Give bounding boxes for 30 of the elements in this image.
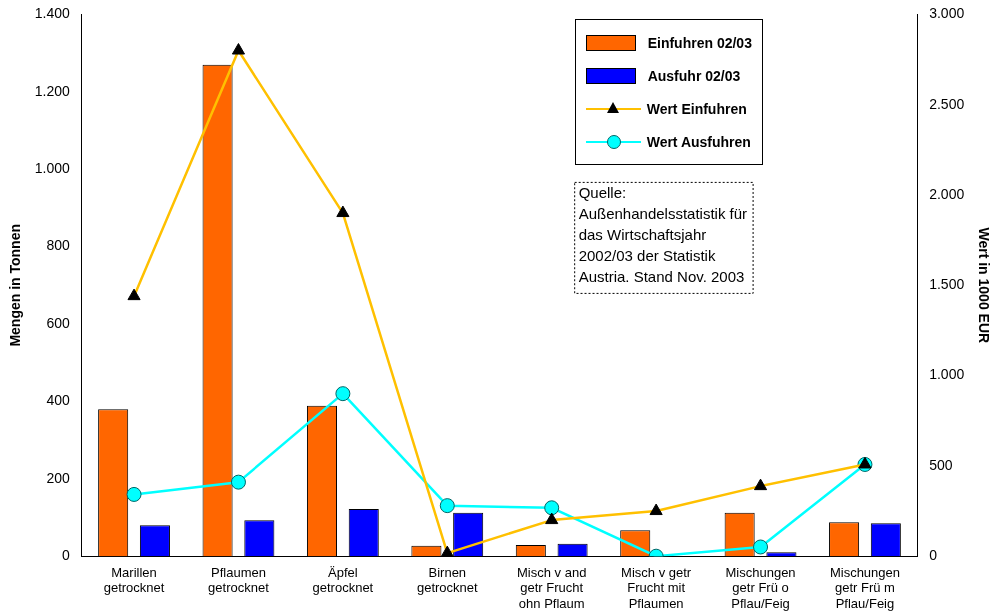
x-tick-label: Misch v getr Frucht mit Pflaumen: [621, 564, 692, 611]
y2-axis-title: Wert in 1000 EUR: [975, 227, 992, 344]
legend-label: Ausfuhr 02/03: [647, 67, 741, 84]
x-tick-label: Mischungen getr Frü o Pflau/Feig: [725, 564, 796, 611]
legend-label: Wert Einfuhren: [646, 100, 747, 117]
legend-label: Wert Ausfuhren: [646, 133, 751, 150]
y2-tick-label: 2.000: [929, 185, 965, 202]
y-tick-label: 600: [46, 314, 71, 331]
x-tick-label: Marillen getrocknet: [103, 564, 165, 596]
x-tick-label: Pflaumen getrocknet: [208, 564, 270, 596]
y2-tick-label: 2.500: [929, 95, 965, 112]
x-tick-label: Äpfel getrocknet: [312, 564, 374, 596]
y-tick-label: 800: [46, 237, 71, 254]
x-tick-label: Misch v and getr Frucht ohn Pflaum: [517, 564, 587, 611]
y2-tick-label: 3.000: [929, 5, 965, 22]
y-tick-label: 1.200: [34, 82, 71, 99]
y-tick-label: 0: [62, 547, 71, 564]
x-tick-label: Mischungen getr Frü m Pflau/Feig: [829, 564, 901, 611]
legend-label: Einfuhren 02/03: [647, 34, 752, 51]
x-tick-label: Birnen getrocknet: [416, 564, 479, 596]
y-tick-label: 400: [46, 392, 71, 409]
y-tick-label: 1.400: [34, 5, 71, 22]
y-tick-label: 200: [46, 469, 71, 486]
y2-tick-label: 0: [929, 547, 938, 564]
y2-tick-label: 1.000: [929, 366, 965, 383]
y-axis-title: Mengen in Tonnen: [7, 223, 24, 347]
annotation: Quelle: Außenhandelsstatistik für das Wirtschaftsjahr 2002/03 der Statistik Austria. Stand Nov. 2003: [578, 184, 748, 286]
y-tick-label: 1.000: [34, 160, 71, 177]
y2-tick-label: 500: [929, 456, 953, 473]
y2-tick-label: 1.500: [929, 276, 965, 293]
